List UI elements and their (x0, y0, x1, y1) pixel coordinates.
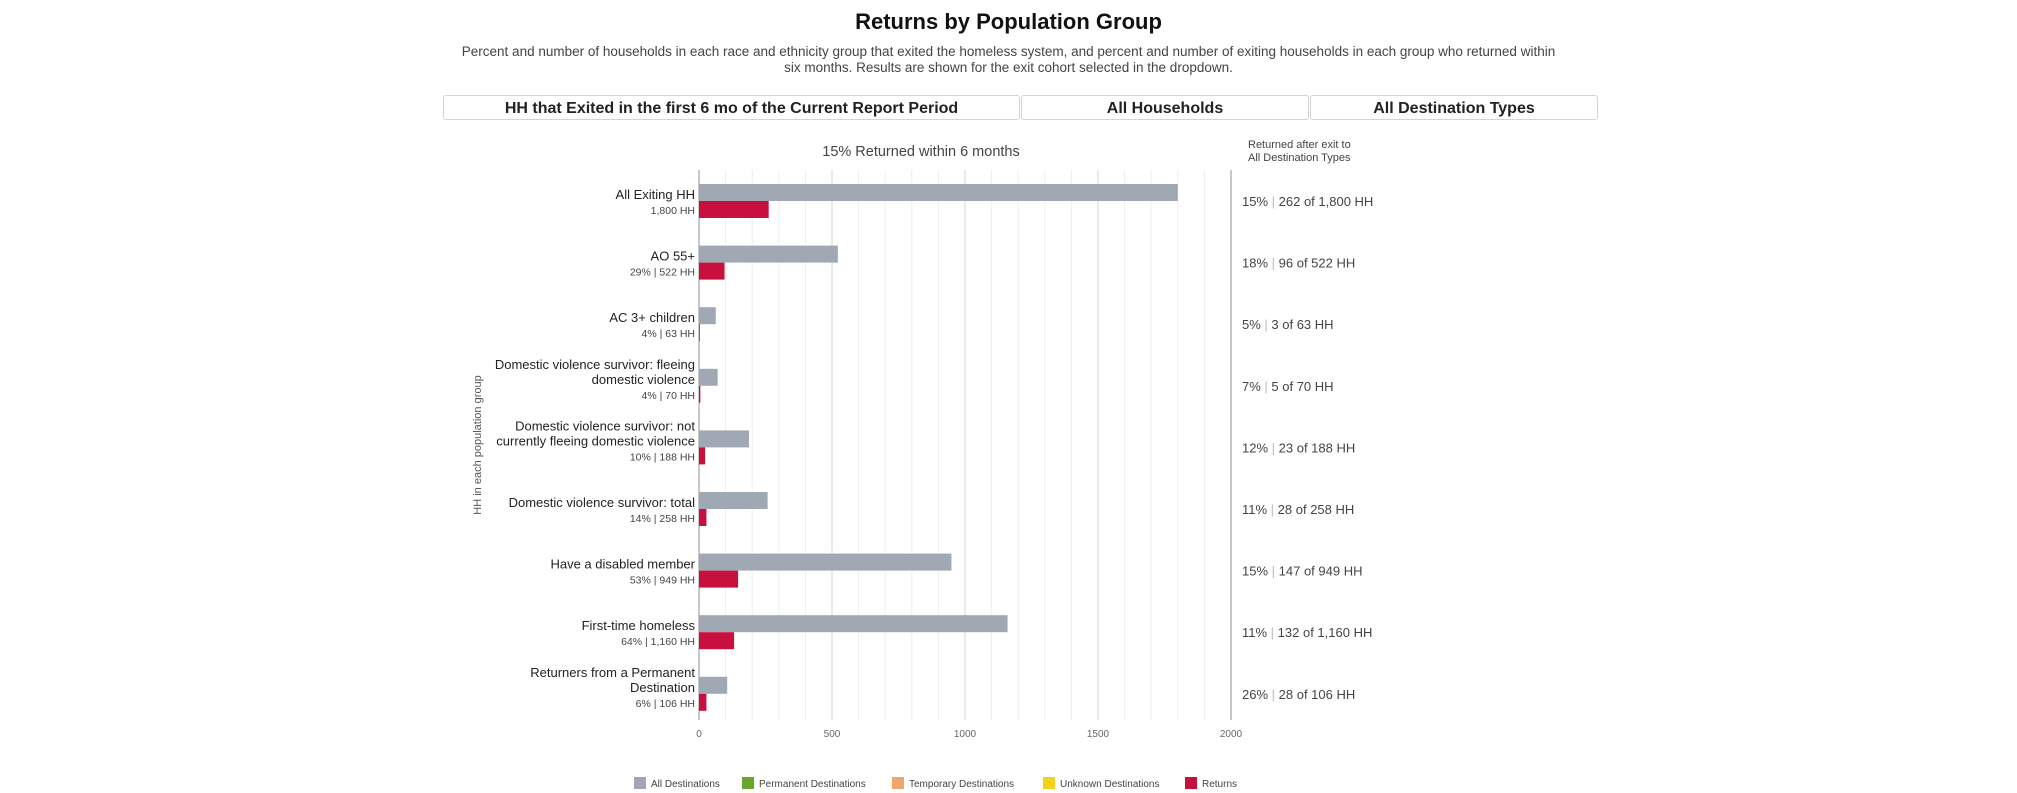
bar-all-destinations (699, 307, 716, 325)
category-label: currently fleeing domestic violence (496, 433, 695, 448)
return-rate-label: 15% | 262 of 1,800 HH (1242, 194, 1373, 209)
return-rate-label: 5% | 3 of 63 HH (1242, 317, 1334, 332)
right-column-header: All Destination Types (1248, 152, 1351, 164)
x-tick-label: 1500 (1087, 729, 1110, 740)
return-rate-label: 11% | 132 of 1,160 HH (1242, 625, 1372, 640)
legend-label: Temporary Destinations (909, 779, 1014, 790)
category-sublabel: 10% | 188 HH (630, 451, 695, 463)
category-label: First-time homeless (582, 618, 696, 633)
legend-swatch (892, 777, 904, 789)
right-column-header: Returned after exit to (1248, 139, 1351, 151)
exit-cohort-dropdown[interactable]: HH that Exited in the first 6 mo of the … (443, 95, 1020, 120)
category-label: Returners from a Permanent (530, 665, 695, 680)
legend-swatch (1043, 777, 1055, 789)
bar-all-destinations (699, 184, 1178, 201)
page-title: Returns by Population Group (855, 9, 1162, 34)
bar-returns (699, 385, 701, 403)
bar-returns (699, 693, 707, 711)
category-label: Domestic violence survivor: not (515, 418, 695, 433)
bar-all-destinations (699, 430, 750, 448)
return-rate-label: 18% | 96 of 522 HH (1242, 256, 1355, 271)
legend-label: Returns (1202, 779, 1237, 790)
bar-all-destinations (699, 553, 952, 571)
return-rate-label: 11% | 28 of 258 HH (1242, 502, 1354, 517)
bar-returns (699, 324, 700, 342)
category-label: Destination (630, 680, 695, 695)
bar-returns (699, 447, 706, 465)
x-tick-label: 2000 (1220, 729, 1243, 740)
return-rate-label: 12% | 23 of 188 HH (1242, 440, 1355, 455)
bar-returns (699, 509, 707, 526)
category-label: All Exiting HH (616, 187, 695, 202)
household-type-dropdown[interactable]: All Households (1021, 95, 1309, 120)
category-sublabel: 6% | 106 HH (636, 698, 695, 710)
legend-label: Permanent Destinations (759, 779, 866, 790)
chart-title: 15% Returned within 6 months (822, 144, 1019, 160)
category-sublabel: 4% | 63 HH (642, 328, 696, 340)
bar-returns (699, 201, 769, 218)
category-sublabel: 29% | 522 HH (630, 267, 695, 279)
category-label: Domestic violence survivor: total (509, 495, 696, 510)
destination-type-dropdown[interactable]: All Destination Types (1310, 95, 1598, 120)
category-label: AC 3+ children (609, 310, 695, 325)
legend-label: Unknown Destinations (1060, 779, 1160, 790)
category-sublabel: 1,800 HH (651, 205, 695, 217)
bar-returns (699, 570, 739, 588)
bar-all-destinations (699, 676, 728, 694)
return-rate-label: 26% | 28 of 106 HH (1242, 687, 1355, 702)
category-label: Domestic violence survivor: fleeing (495, 357, 695, 372)
page-description: Percent and number of households in each… (461, 44, 1556, 75)
category-sublabel: 53% | 949 HH (630, 575, 695, 587)
category-label: Have a disabled member (550, 557, 695, 572)
return-rate-label: 7% | 5 of 70 HH (1242, 379, 1334, 394)
legend-swatch (634, 777, 646, 789)
bar-all-destinations (699, 245, 838, 263)
category-sublabel: 64% | 1,160 HH (621, 636, 695, 648)
bar-returns (699, 632, 735, 650)
x-tick-label: 1000 (954, 729, 977, 740)
category-sublabel: 4% | 70 HH (642, 390, 696, 402)
legend-swatch (1185, 777, 1197, 789)
bar-all-destinations (699, 615, 1008, 633)
legend-swatch (742, 777, 754, 789)
category-sublabel: 14% | 258 HH (630, 513, 695, 525)
category-label: AO 55+ (651, 249, 695, 264)
bar-all-destinations (699, 492, 768, 509)
return-rate-label: 15% | 147 of 949 HH (1242, 564, 1362, 579)
x-tick-label: 0 (696, 729, 702, 740)
x-tick-label: 500 (824, 729, 841, 740)
bar-all-destinations (699, 368, 718, 386)
legend-label: All Destinations (651, 779, 720, 790)
category-label: domestic violence (592, 372, 695, 387)
bar-returns (699, 262, 725, 280)
y-axis-label: HH in each population group (472, 375, 484, 514)
